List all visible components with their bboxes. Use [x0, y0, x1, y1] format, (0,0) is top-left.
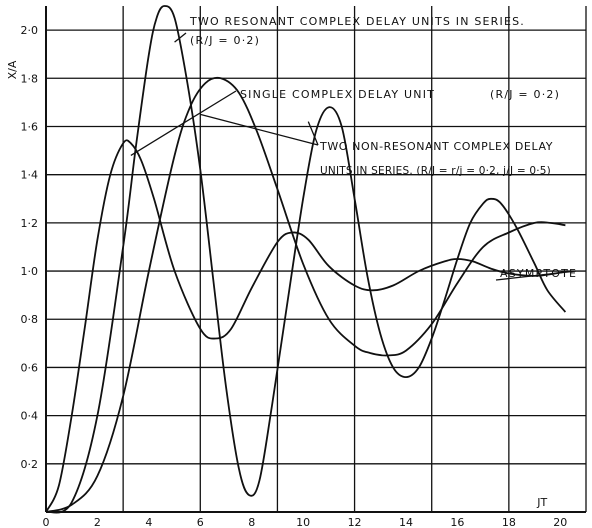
y-tick-label: 1·2 [21, 217, 39, 230]
leader-non-resonant-b [200, 113, 319, 146]
x-tick-label: 12 [348, 516, 362, 528]
y-tick-label: 0·6 [21, 361, 39, 374]
y-tick-label: 0·4 [21, 410, 39, 423]
x-tick-label: 18 [502, 516, 516, 528]
x-tick-label: 8 [248, 516, 255, 528]
two-non-resonant-units-curve [45, 76, 566, 513]
single-complex-delay-unit-curve [45, 139, 569, 513]
leader-asymptote [495, 270, 576, 281]
x-tick-label: 20 [553, 516, 567, 528]
leader-lines [130, 32, 576, 281]
y-tick-label: 1·4 [21, 169, 39, 182]
annotation-two-resonant-line1: TWO RESONANT COMPLEX DELAY UNITS IN SERI… [189, 15, 525, 28]
y-tick-label: 1·6 [21, 120, 39, 133]
annotation-single-line1: SINGLE COMPLEX DELAY UNIT [240, 88, 435, 101]
leader-non-resonant-a [307, 121, 319, 146]
curves [45, 5, 569, 514]
x-tick-label: 14 [399, 516, 413, 528]
annotation-single-line2: (R/J = 0·2) [490, 88, 560, 101]
annotation-asymptote: ASYMPTOTE [500, 267, 577, 280]
y-axis-label: X/A [6, 60, 19, 79]
annotation-non-resonant-line2: UNITS IN SERIES. (R/J = r/j = 0·2, j/J =… [320, 165, 551, 177]
x-tick-label: 2 [94, 516, 101, 528]
leader-single [130, 90, 237, 156]
y-tick-label: 1·0 [21, 265, 39, 278]
leader-two-resonant [174, 32, 187, 43]
x-axis-label: JT [536, 496, 547, 509]
y-tick-label: 1·8 [21, 72, 39, 85]
two-resonant-units-curve [45, 5, 567, 514]
tick-labels: 0·2 0·4 0·6 0·8 1·0 1·2 1·4 1·6 1·8 2·0 0 2 4 6 8 10 12 1… [21, 24, 568, 528]
x-tick-label: 6 [197, 516, 204, 528]
grid [45, 6, 587, 513]
y-tick-label: 0·8 [21, 313, 39, 326]
y-tick-label: 0·2 [21, 458, 39, 471]
x-tick-label: 0 [43, 516, 50, 528]
y-tick-label: 2·0 [21, 24, 39, 37]
annotation-non-resonant-line1: TWO NON-RESONANT COMPLEX DELAY [319, 140, 553, 153]
x-tick-label: 16 [450, 516, 464, 528]
x-tick-label: 4 [145, 516, 152, 528]
annotation-two-resonant-line2: (R/J = 0·2) [190, 34, 260, 47]
x-tick-label: 10 [296, 516, 310, 528]
